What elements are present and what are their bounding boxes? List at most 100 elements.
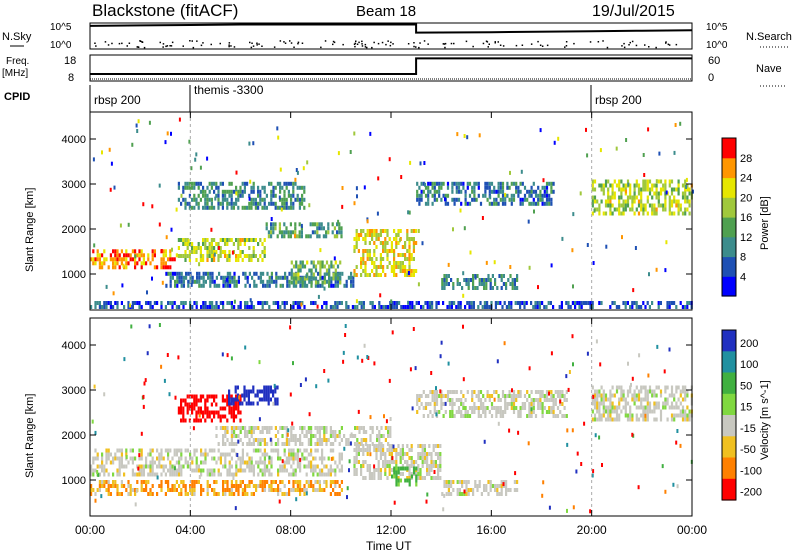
heatmap-cell	[371, 426, 374, 430]
heatmap-cell	[410, 448, 413, 452]
heatmap-cell	[213, 468, 216, 473]
heatmap-cell	[528, 406, 531, 410]
heatmap-cell	[391, 474, 394, 479]
heatmap-cell	[114, 480, 117, 484]
heatmap-cell	[615, 385, 619, 390]
heatmap-cell	[440, 394, 443, 398]
heatmap-cell	[123, 484, 126, 488]
heatmap-cell	[250, 305, 253, 309]
freq-series-line	[90, 57, 692, 75]
heatmap-cell	[493, 397, 496, 402]
heatmap-cell	[472, 488, 475, 492]
heatmap-cell	[268, 426, 271, 430]
heatmap-cell	[300, 226, 303, 231]
heatmap-cell	[299, 305, 302, 309]
heatmap-cell	[609, 203, 612, 208]
heatmap-cell	[552, 305, 555, 309]
heatmap-cell	[406, 257, 409, 261]
heatmap-cell	[388, 468, 391, 472]
heatmap-cell	[296, 456, 299, 461]
heatmap-cell	[268, 484, 271, 488]
heatmap-cell	[290, 205, 293, 210]
heatmap-cell	[195, 258, 198, 262]
heatmap-cell	[226, 426, 229, 430]
beam-title: Beam 18	[356, 3, 416, 20]
heatmap-cell	[149, 448, 152, 453]
heatmap-cell	[125, 455, 128, 459]
heatmap-cell	[487, 480, 490, 484]
heatmap-cell	[373, 249, 376, 253]
heatmap-cell	[193, 193, 196, 198]
heatmap-cell	[250, 301, 253, 305]
heatmap-cell	[206, 414, 209, 419]
heatmap-cell	[92, 261, 95, 266]
nsearch-label: N.Search	[746, 31, 792, 43]
heatmap-cell	[230, 305, 233, 309]
heatmap-cell	[140, 480, 143, 484]
heatmap-cell	[200, 448, 203, 453]
heatmap-cell	[417, 444, 420, 448]
heatmap-cell	[103, 301, 106, 305]
heatmap-cell	[261, 426, 264, 430]
heatmap-cell	[303, 434, 306, 438]
heatmap-cell	[386, 448, 389, 452]
heatmap-cell	[489, 282, 492, 286]
heatmap-cell	[287, 230, 290, 235]
heatmap-cell	[485, 278, 488, 282]
heatmap-cell	[651, 207, 654, 212]
heatmap-cell	[303, 283, 306, 288]
heatmap-cell	[556, 394, 560, 398]
heatmap-cell	[404, 478, 407, 483]
heatmap-cell	[462, 271, 465, 276]
heatmap-cell	[226, 271, 229, 276]
heatmap-cell	[460, 398, 463, 402]
heatmap-cell	[296, 464, 299, 469]
nsearch-point	[668, 44, 671, 46]
heatmap-cell	[98, 472, 101, 477]
heatmap-cell	[318, 438, 321, 442]
heatmap-cell	[463, 489, 466, 494]
heatmap-cell	[329, 480, 332, 484]
heatmap-cell	[681, 409, 685, 414]
colorbar-swatch	[722, 393, 736, 416]
heatmap-cell	[295, 272, 298, 277]
heatmap-cell	[493, 189, 496, 194]
heatmap-cell	[530, 201, 533, 206]
heatmap-cell	[642, 417, 645, 422]
heatmap-cell	[401, 253, 404, 257]
heatmap-cell	[195, 201, 198, 206]
heatmap-cell	[471, 185, 474, 190]
heatmap-cell	[357, 448, 360, 452]
heatmap-cell	[200, 305, 203, 309]
heatmap-cell	[591, 187, 594, 192]
heatmap-cell	[305, 472, 308, 477]
heatmap-cell	[160, 265, 163, 270]
heatmap-cell	[197, 398, 200, 403]
heatmap-cell	[451, 402, 454, 406]
heatmap-cell	[279, 480, 282, 484]
heatmap-cell	[609, 195, 612, 200]
heatmap-cell	[162, 257, 165, 262]
heatmap-cell	[332, 430, 335, 434]
heatmap-cell	[266, 442, 269, 446]
heatmap-cell	[662, 401, 665, 406]
heatmap-cell	[464, 193, 467, 198]
heatmap-cell	[233, 472, 236, 477]
heatmap-cell	[158, 323, 161, 327]
heatmap-cell	[263, 480, 266, 484]
colorbar-swatch	[722, 478, 736, 501]
heatmap-cell	[182, 480, 185, 484]
heatmap-cell	[657, 301, 660, 305]
heatmap-cell	[237, 197, 240, 202]
heatmap-cell	[363, 343, 366, 348]
heatmap-cell	[308, 276, 311, 281]
heatmap-cell	[303, 456, 306, 461]
heatmap-cell	[626, 413, 630, 418]
heatmap-cell	[125, 253, 128, 258]
heatmap-cell	[274, 205, 277, 210]
heatmap-cell	[130, 324, 133, 329]
heatmap-cell	[607, 417, 610, 422]
heatmap-cell	[434, 476, 437, 480]
heatmap-cell	[259, 480, 262, 484]
